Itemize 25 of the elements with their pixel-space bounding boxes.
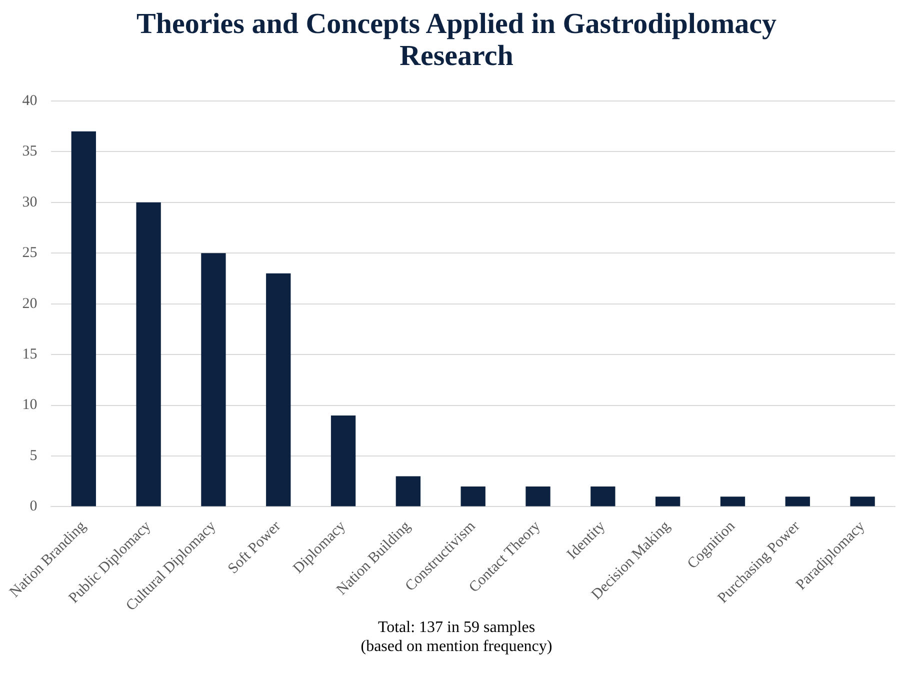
text: Total: 137 in 59 samples: [376, 618, 536, 637]
y-tick-label: 10: [22, 397, 38, 414]
bar: [655, 496, 680, 506]
y-tick-label: 25: [22, 245, 38, 262]
bar: [785, 496, 810, 506]
bar: [526, 486, 550, 506]
y-tick-label: 35: [22, 144, 38, 160]
y-tick-label: 0: [30, 498, 38, 515]
text: (based on mention frequency): [360, 637, 554, 656]
bar: [266, 273, 291, 506]
y-tick-label: 20: [22, 296, 38, 312]
bar: [720, 496, 746, 506]
bar: [201, 253, 226, 506]
bar: [136, 202, 161, 506]
bar: [330, 415, 356, 506]
y-tick-label: 30: [22, 194, 38, 210]
y-tick-label: 5: [30, 448, 38, 464]
bar: [460, 486, 486, 506]
bar: [71, 131, 96, 506]
y-tick-label: 40: [22, 92, 38, 109]
chart-title: Theories and Concepts Applied in Gastrodiplomacy Research: [136, 8, 778, 72]
bar: [396, 476, 421, 506]
bar: [590, 486, 616, 506]
bar: [850, 496, 875, 506]
y-tick-label: 15: [22, 346, 38, 363]
